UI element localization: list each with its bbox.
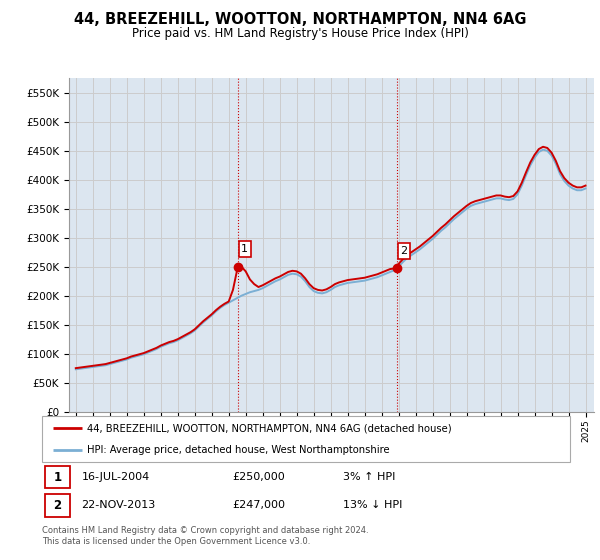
Text: 2: 2 [53, 499, 61, 512]
Text: £250,000: £250,000 [232, 472, 285, 482]
Text: 2: 2 [400, 246, 407, 256]
FancyBboxPatch shape [42, 416, 570, 462]
FancyBboxPatch shape [44, 466, 70, 488]
Text: £247,000: £247,000 [232, 501, 285, 510]
Text: 16-JUL-2004: 16-JUL-2004 [82, 472, 150, 482]
Text: 1: 1 [241, 244, 248, 254]
Text: 44, BREEZEHILL, WOOTTON, NORTHAMPTON, NN4 6AG: 44, BREEZEHILL, WOOTTON, NORTHAMPTON, NN… [74, 12, 526, 27]
Text: Contains HM Land Registry data © Crown copyright and database right 2024.
This d: Contains HM Land Registry data © Crown c… [42, 526, 368, 546]
FancyBboxPatch shape [44, 494, 70, 516]
Text: 3% ↑ HPI: 3% ↑ HPI [343, 472, 395, 482]
Text: 22-NOV-2013: 22-NOV-2013 [82, 501, 156, 510]
Text: 1: 1 [53, 470, 61, 484]
Text: Price paid vs. HM Land Registry's House Price Index (HPI): Price paid vs. HM Land Registry's House … [131, 27, 469, 40]
Text: HPI: Average price, detached house, West Northamptonshire: HPI: Average price, detached house, West… [87, 445, 389, 455]
Text: 44, BREEZEHILL, WOOTTON, NORTHAMPTON, NN4 6AG (detached house): 44, BREEZEHILL, WOOTTON, NORTHAMPTON, NN… [87, 423, 452, 433]
Text: 13% ↓ HPI: 13% ↓ HPI [343, 501, 403, 510]
